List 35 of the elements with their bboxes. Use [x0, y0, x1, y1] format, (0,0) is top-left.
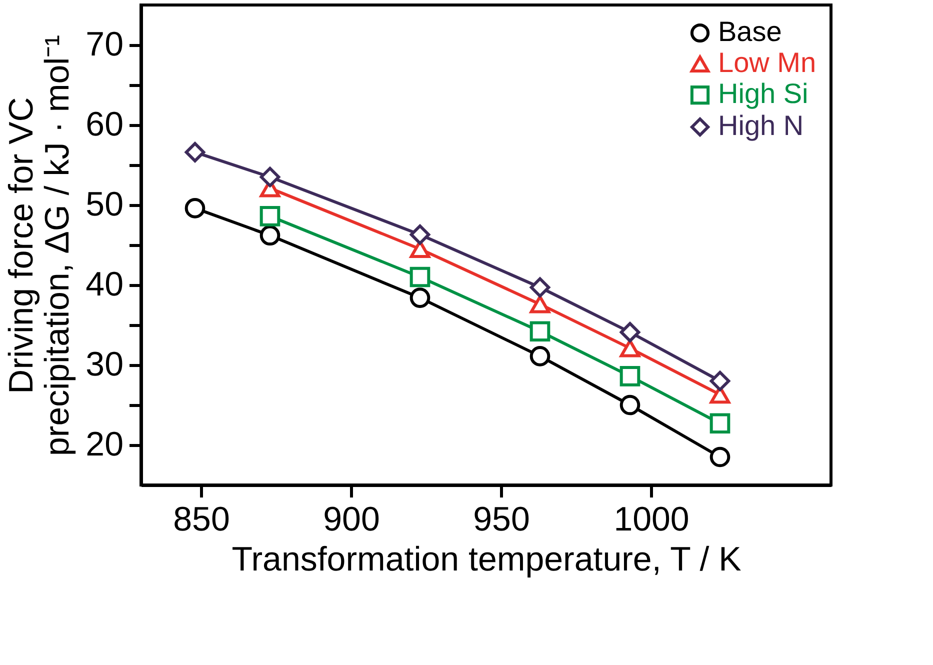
x-tick-label: 900	[323, 500, 380, 538]
point	[260, 225, 280, 246]
x-tick-label: 950	[473, 500, 530, 538]
point	[710, 413, 730, 434]
point	[530, 346, 550, 366]
point	[410, 224, 430, 245]
point	[620, 394, 640, 416]
point	[184, 198, 206, 218]
point	[710, 370, 730, 392]
point	[260, 166, 280, 188]
point	[530, 277, 550, 298]
y-tick-label: 30	[86, 346, 124, 384]
x-tick-label: 850	[173, 500, 230, 538]
y-tick-label: 50	[86, 186, 124, 224]
point	[530, 295, 550, 314]
point	[620, 339, 640, 358]
legend-label: Low Mn	[718, 47, 816, 78]
y-tick-label: 70	[86, 26, 124, 64]
x-axis-title: Transformation temperature, T / K	[232, 540, 742, 578]
legend-label: Base	[718, 16, 782, 47]
legend-label: High N	[718, 110, 804, 141]
point	[710, 446, 730, 468]
x-tick-label: 1000	[614, 500, 690, 538]
y-axis-title: Driving force for VC precipitation, ΔG / kJ · mol⁻¹	[2, 34, 77, 456]
point	[410, 288, 430, 308]
legend-label: High Si	[718, 78, 808, 109]
point	[620, 366, 640, 386]
point	[410, 266, 430, 288]
point	[260, 206, 280, 226]
point	[530, 321, 550, 342]
point	[620, 322, 640, 342]
point	[184, 142, 206, 162]
y-tick-label: 40	[86, 266, 124, 304]
y-tick-label: 60	[86, 106, 124, 144]
y-tick-label: 20	[86, 426, 124, 464]
